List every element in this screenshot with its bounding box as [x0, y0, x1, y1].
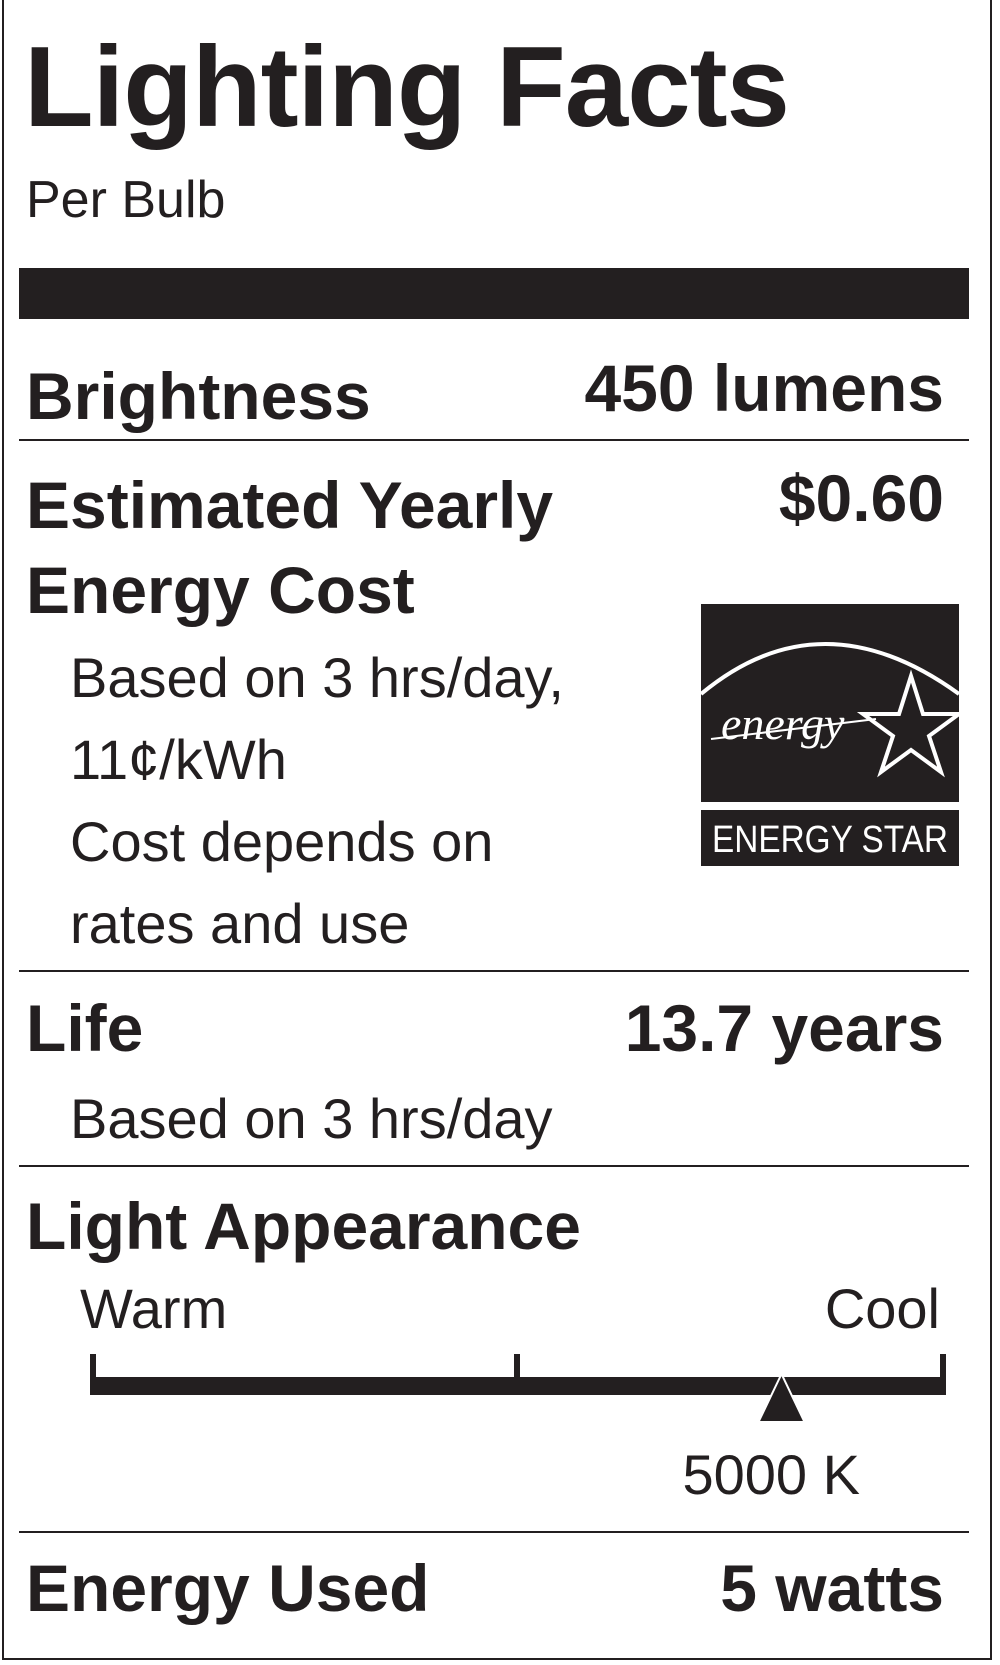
cost-value: $0.60: [778, 461, 944, 535]
label-subtitle: Per Bulb: [26, 171, 226, 229]
energy-star-text: ENERGY STAR: [712, 819, 948, 861]
brightness-value: 450 lumens: [584, 351, 944, 425]
energy-used-label: Energy Used: [26, 1551, 430, 1625]
life-note: Based on 3 hrs/day: [70, 1087, 553, 1150]
cost-label-line2: Energy Cost: [26, 553, 415, 627]
cool-label: Cool: [824, 1277, 940, 1340]
cost-note: rates and use: [70, 892, 410, 955]
energy-used-value: 5 watts: [720, 1551, 944, 1625]
warm-label: Warm: [80, 1277, 228, 1340]
cost-note: Based on 3 hrs/day,: [70, 646, 564, 709]
appearance-label: Light Appearance: [26, 1189, 581, 1263]
divider: [19, 1531, 969, 1533]
divider: [19, 1165, 969, 1167]
header-divider-bar: [19, 268, 969, 319]
cost-note: Cost depends on: [70, 810, 494, 873]
brightness-label: Brightness: [26, 359, 371, 433]
life-label: Life: [26, 991, 144, 1065]
life-value: 13.7 years: [624, 991, 944, 1065]
label-title: Lighting Facts: [24, 24, 790, 151]
energy-star-logo: energy ENERGY STAR: [701, 604, 959, 866]
cost-note: 11¢/kWh: [70, 728, 287, 791]
cost-label-line1: Estimated Yearly: [26, 468, 554, 542]
divider: [19, 439, 969, 441]
marker-value: 5000 K: [682, 1443, 861, 1506]
energy-script-text: energy: [721, 698, 845, 749]
divider: [19, 970, 969, 972]
